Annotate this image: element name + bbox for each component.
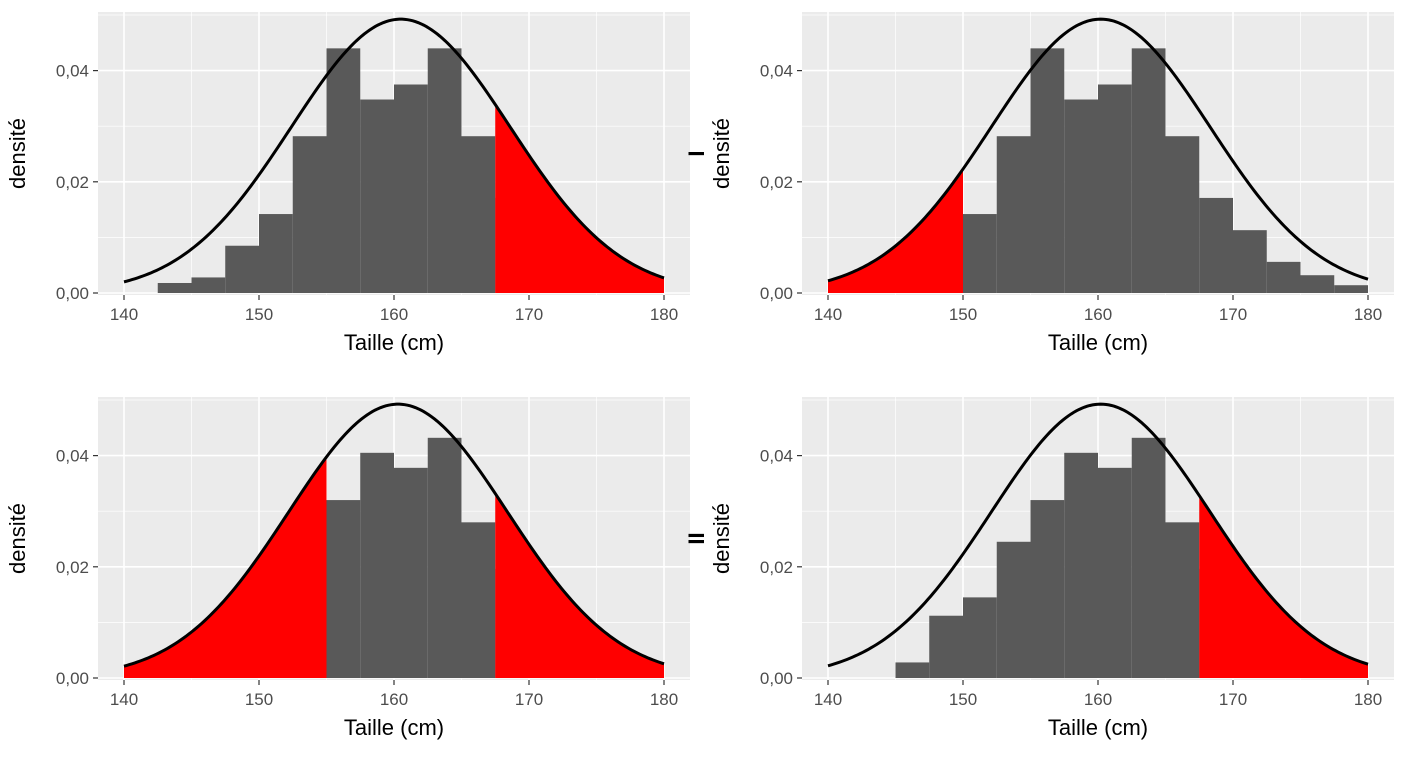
x-tick-label: 150 (949, 690, 977, 709)
histogram-bar (1165, 522, 1200, 678)
shaded-region (495, 493, 664, 678)
histogram-bar (1199, 197, 1233, 293)
y-axis-label: densité (5, 118, 30, 189)
normal-curve (827, 402, 1369, 668)
x-axis-label: Taille (cm) (344, 715, 444, 740)
shaded-region (124, 456, 327, 678)
histogram-bar (360, 452, 394, 678)
y-tick-label: 0,02 (56, 558, 89, 577)
histogram-bar (394, 84, 428, 293)
x-tick-label: 160 (380, 305, 408, 324)
shaded-region (1199, 495, 1368, 678)
histogram-bar (1098, 467, 1132, 678)
y-tick-label: 0,00 (56, 284, 89, 303)
histogram-bar (1064, 99, 1098, 294)
x-tick-label: 160 (1084, 305, 1112, 324)
histogram-bar (326, 500, 361, 678)
histogram-bar (1266, 261, 1301, 293)
histogram-bar (1334, 285, 1368, 293)
histogram-bar (394, 467, 428, 678)
histogram-bar (1131, 48, 1166, 293)
histogram-bar (996, 541, 1031, 678)
histogram-bar (225, 245, 259, 293)
histogram-bar (427, 48, 462, 293)
histogram-bar (895, 662, 930, 678)
chart-panel-3: 140 150 160 170 180 0,00 0,02 0,04 Taille (cm) de… (5, 397, 690, 740)
x-tick-label: 170 (1219, 690, 1247, 709)
x-axis-label: Taille (cm) (1048, 330, 1148, 355)
histogram-bar (292, 136, 327, 293)
histogram-bar (996, 136, 1031, 293)
y-tick-label: 0,02 (56, 173, 89, 192)
y-tick-label: 0,04 (760, 62, 793, 81)
histogram-bar (461, 522, 496, 678)
histogram-bar (1233, 230, 1267, 293)
histogram-bar (1098, 84, 1132, 293)
x-tick-label: 180 (1354, 305, 1382, 324)
x-tick-label: 160 (1084, 690, 1112, 709)
y-axis-label: densité (709, 503, 734, 574)
panel-side-mark: I (684, 150, 709, 156)
x-tick-label: 150 (245, 690, 273, 709)
x-tick-label: 170 (1219, 305, 1247, 324)
y-tick-label: 0,00 (760, 284, 793, 303)
panel-side-mark: II (684, 532, 709, 544)
histogram-bar (157, 282, 192, 293)
normal-curve (827, 17, 1369, 283)
x-tick-label: 140 (110, 690, 138, 709)
x-tick-label: 180 (1354, 690, 1382, 709)
histogram-bar (1131, 437, 1166, 678)
y-tick-label: 0,02 (760, 558, 793, 577)
histogram-bar (963, 597, 997, 678)
histogram-bar (1030, 48, 1065, 293)
x-tick-label: 170 (515, 305, 543, 324)
shaded-region (495, 104, 664, 294)
chart-panel-4: 140 150 160 170 180 0,00 0,02 0,04 Taille (cm) de… (684, 397, 1394, 740)
histogram-bar (360, 99, 394, 294)
y-axis-label: densité (709, 118, 734, 189)
chart-panel-1: 140 150 160 170 180 0,00 0,02 0,04 Taille (cm) de… (5, 12, 690, 355)
x-tick-label: 150 (949, 305, 977, 324)
x-tick-label: 180 (650, 305, 678, 324)
histogram-bar (461, 136, 496, 293)
histogram-bar (191, 277, 226, 293)
x-axis-label: Taille (cm) (344, 330, 444, 355)
x-tick-label: 170 (515, 690, 543, 709)
histogram-bar (1300, 275, 1335, 293)
x-tick-label: 180 (650, 690, 678, 709)
histogram-bar (259, 214, 293, 293)
histogram-bar (326, 48, 361, 293)
y-tick-label: 0,00 (56, 669, 89, 688)
histogram-bar (929, 615, 963, 678)
histogram-bar (1165, 136, 1200, 293)
normal-curve (123, 17, 665, 284)
normal-curve (123, 402, 665, 668)
shaded-region (828, 169, 963, 293)
y-axis-label: densité (5, 503, 30, 574)
y-tick-label: 0,02 (760, 173, 793, 192)
x-tick-label: 150 (245, 305, 273, 324)
y-tick-label: 0,04 (56, 62, 89, 81)
y-tick-label: 0,00 (760, 669, 793, 688)
x-tick-label: 140 (814, 690, 842, 709)
x-axis-label: Taille (cm) (1048, 715, 1148, 740)
y-tick-label: 0,04 (56, 447, 89, 466)
histogram-bar (1064, 452, 1098, 678)
x-tick-label: 140 (110, 305, 138, 324)
histogram-bar (427, 437, 462, 678)
x-tick-label: 140 (814, 305, 842, 324)
histogram-bar (1030, 500, 1065, 678)
histogram-bar (963, 214, 997, 293)
y-tick-label: 0,04 (760, 447, 793, 466)
x-tick-label: 160 (380, 690, 408, 709)
chart-panel-2: 140 150 160 170 180 0,00 0,02 0,04 Taille (cm) de… (684, 12, 1394, 355)
